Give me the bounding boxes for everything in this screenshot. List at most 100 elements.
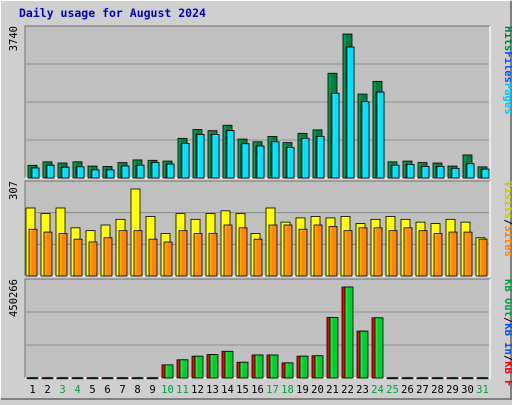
x-tick-label: 27 xyxy=(416,384,429,396)
bar-pages xyxy=(346,46,355,179)
bar-sites xyxy=(43,231,53,277)
bar-sites xyxy=(223,224,233,277)
x-tick-label: 26 xyxy=(401,384,414,396)
bar-kb-in xyxy=(389,377,399,380)
bar-kb-in xyxy=(419,377,429,380)
bar-sites xyxy=(118,230,128,277)
x-tick-label: 5 xyxy=(89,384,95,396)
bar-kb-in xyxy=(164,364,174,379)
legend-entry: Files xyxy=(502,51,512,83)
bar-pages xyxy=(46,164,55,179)
bar-pages xyxy=(466,163,475,179)
legend-entry: KB F xyxy=(502,361,512,386)
bar-kb-in xyxy=(179,359,189,379)
bar-pages xyxy=(166,163,175,179)
bar-sites xyxy=(238,227,248,277)
x-tick-label: 14 xyxy=(221,384,234,396)
bar-sites xyxy=(478,238,488,277)
bar-pages xyxy=(181,142,190,179)
bar-pages xyxy=(436,166,445,179)
bars-kbytes xyxy=(26,286,489,380)
bar-pages xyxy=(361,101,370,179)
bar-pages xyxy=(61,166,70,179)
bar-pages xyxy=(421,166,430,179)
bar-pages xyxy=(226,130,235,179)
y-max-label: 307 xyxy=(8,181,20,200)
x-tick-label: 3 xyxy=(59,384,65,396)
legend: HitsFilesPages xyxy=(502,26,512,115)
x-axis-labels: 1 2 3 4 5 6 7 8 9 10 11 12 13 14 15 16 17 18 19 20 21 22 23 24 2… xyxy=(29,384,488,396)
bar-kb-in xyxy=(329,316,339,379)
bar-kb-in xyxy=(149,377,159,380)
bar-pages xyxy=(376,91,385,179)
bar-kb-in xyxy=(359,330,369,379)
bar-pages xyxy=(106,169,115,179)
bar-sites xyxy=(253,238,263,277)
bar-sites xyxy=(433,233,443,277)
bar-sites xyxy=(208,233,218,277)
bar-sites xyxy=(178,230,188,277)
x-tick-label: 11 xyxy=(176,384,189,396)
x-tick-label: 24 xyxy=(371,384,384,396)
bar-kb-in xyxy=(89,377,99,380)
bar-kb-in xyxy=(434,377,444,380)
x-tick-label: 15 xyxy=(236,384,249,396)
x-tick-label: 12 xyxy=(191,384,204,396)
bar-sites xyxy=(28,228,38,277)
x-tick-label: 25 xyxy=(386,384,399,396)
bar-sites xyxy=(148,238,158,277)
x-tick-label: 4 xyxy=(74,384,80,396)
bar-pages xyxy=(451,167,460,179)
bar-sites xyxy=(418,230,428,277)
legend: KB Out/KB In/KB F xyxy=(502,279,512,387)
bar-pages xyxy=(196,134,205,179)
bar-kb-in xyxy=(209,354,219,379)
bar-kb-in xyxy=(104,377,114,380)
bar-kb-in xyxy=(374,317,384,379)
x-tick-label: 9 xyxy=(149,384,155,396)
bar-sites xyxy=(58,233,68,277)
bar-kb-in xyxy=(29,377,39,380)
bar-sites xyxy=(73,238,83,277)
x-tick-label: 6 xyxy=(104,384,110,396)
legend-entry: / xyxy=(502,355,512,361)
bar-sites xyxy=(298,228,308,277)
bar-sites xyxy=(88,241,98,277)
bar-sites xyxy=(463,231,473,277)
x-tick-label: 1 xyxy=(29,384,35,396)
bar-sites xyxy=(403,227,413,277)
bar-pages xyxy=(76,166,85,179)
bar-pages xyxy=(121,165,130,179)
legend-entry: Sites xyxy=(502,225,512,257)
x-tick-label: 21 xyxy=(326,384,339,396)
panel-visits-sites: 307 Visits/Sites xyxy=(8,180,512,277)
bar-kb-in xyxy=(314,355,324,379)
bar-pages xyxy=(271,141,280,179)
bars-pages-files-hits xyxy=(27,33,490,179)
x-tick-label: 18 xyxy=(281,384,294,396)
x-tick-label: 20 xyxy=(311,384,324,396)
x-tick-label: 2 xyxy=(44,384,50,396)
bar-kb-in xyxy=(239,361,249,379)
legend-entry: / xyxy=(502,219,512,225)
x-tick-label: 22 xyxy=(341,384,354,396)
y-max-label: 3740 xyxy=(8,26,20,51)
bar-pages xyxy=(91,169,100,179)
bar-sites xyxy=(283,224,293,277)
bar-sites xyxy=(373,227,383,277)
bar-sites xyxy=(358,227,368,277)
bar-kb-in xyxy=(344,286,354,379)
bar-pages xyxy=(256,145,265,179)
legend-entry: Visits xyxy=(502,181,512,219)
legend-entry: KB Out xyxy=(502,279,512,317)
x-tick-label: 13 xyxy=(206,384,219,396)
x-tick-label: 28 xyxy=(431,384,444,396)
chart-title: Daily usage for August 2024 xyxy=(19,6,206,20)
bar-sites xyxy=(388,230,398,277)
bar-pages xyxy=(316,136,325,179)
x-tick-label: 17 xyxy=(266,384,279,396)
bar-sites xyxy=(448,231,458,277)
